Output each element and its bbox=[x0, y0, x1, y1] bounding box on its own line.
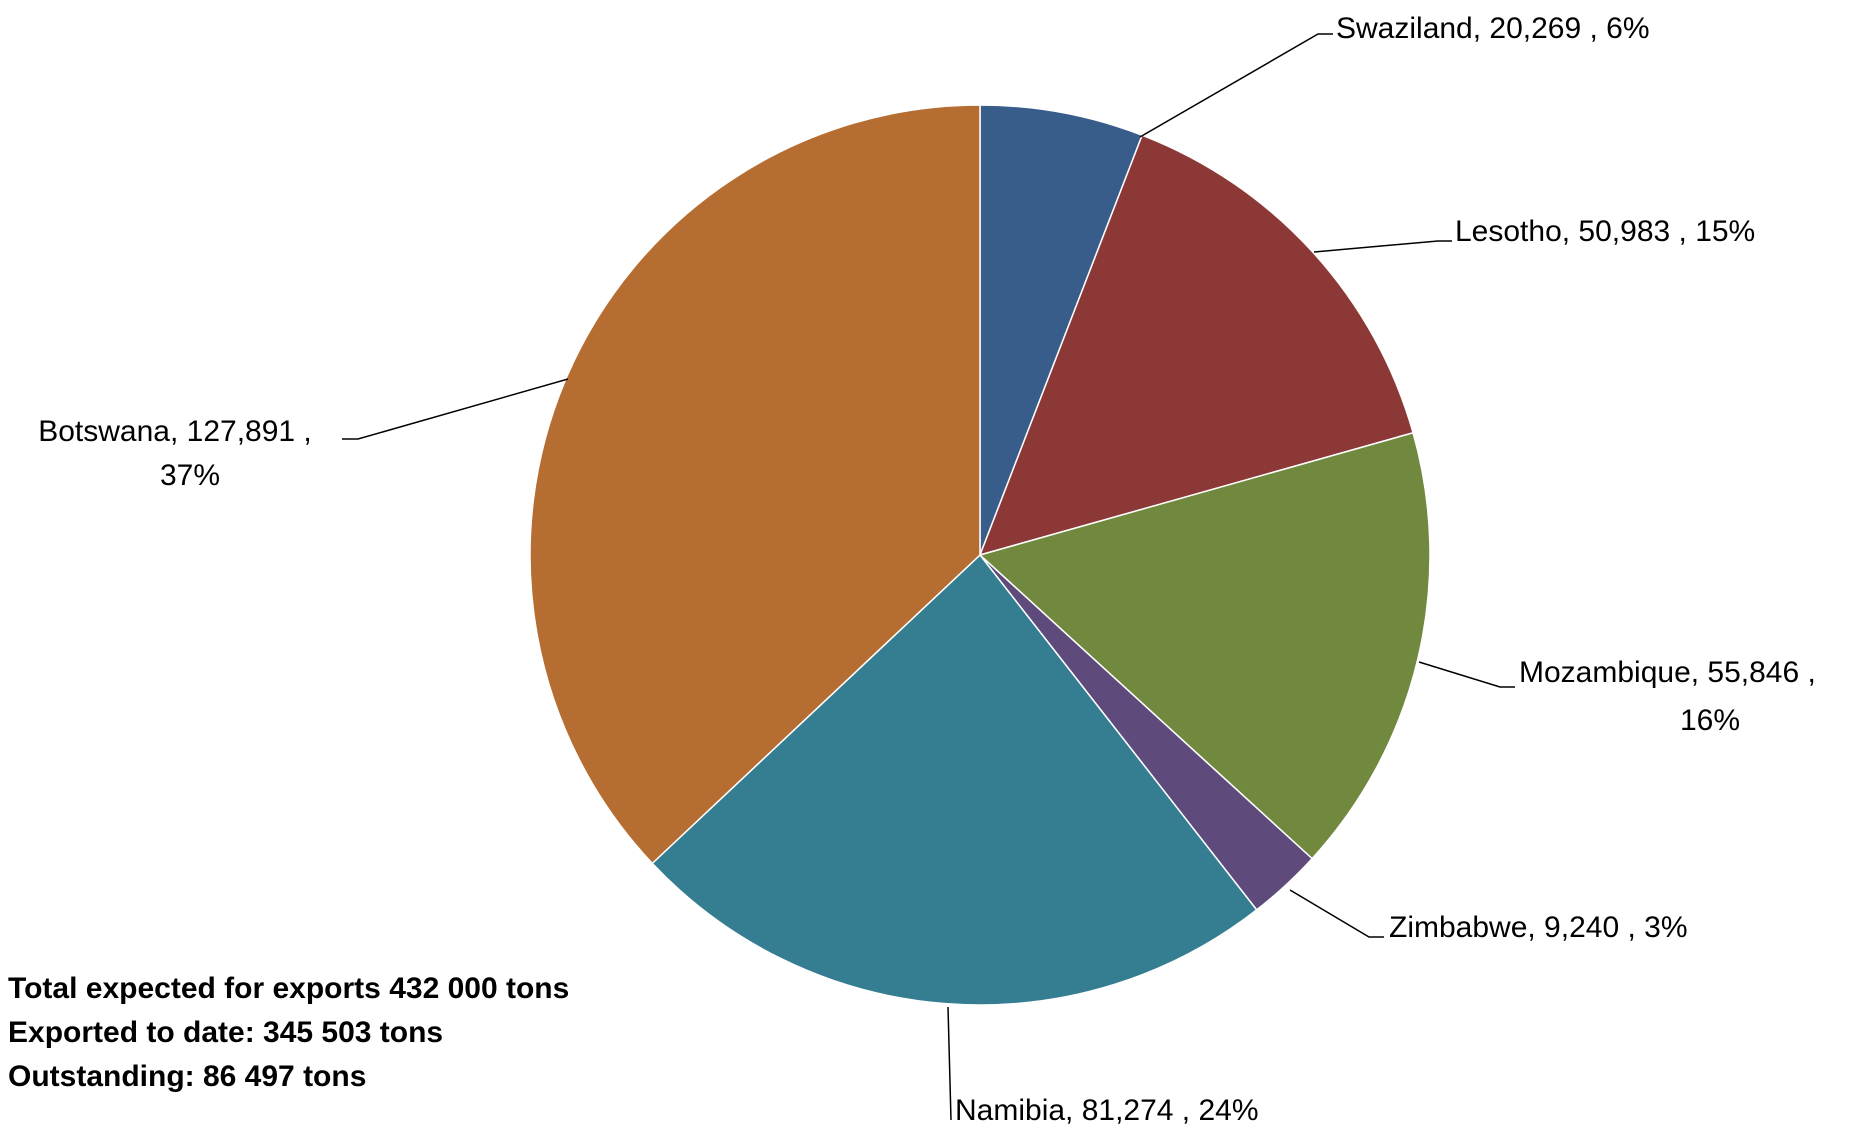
data-label-namibia: Namibia, 81,274 , 24% bbox=[955, 1094, 1259, 1125]
data-label-botswana-percent: 37% bbox=[160, 459, 220, 492]
pie-slices bbox=[529, 104, 1431, 1006]
data-labels: Swaziland, 20,269 , 6% Lesotho, 50,983 , … bbox=[38, 12, 1816, 1125]
pie-slice-lesotho bbox=[978, 134, 1415, 557]
leader-line-mozambique bbox=[1418, 661, 1515, 688]
data-label-mozambique-percent: 16% bbox=[1680, 704, 1740, 737]
exported-to-date-note: Exported to date: 345 503 tons bbox=[8, 1016, 444, 1049]
data-label-botswana: Botswana, 127,891 , bbox=[38, 415, 312, 448]
total-expected-note: Total expected for exports 432 000 tons bbox=[8, 972, 570, 1005]
leader-line-swaziland bbox=[1139, 33, 1333, 138]
outstanding-note: Outstanding: 86 497 tons bbox=[8, 1060, 367, 1093]
leader-lines bbox=[342, 33, 1515, 1121]
leader-line-lesotho bbox=[1313, 240, 1452, 253]
pie-slice-swaziland bbox=[979, 104, 1144, 556]
data-label-lesotho: Lesotho, 50,983 , 15% bbox=[1455, 215, 1755, 248]
leader-line-zimbabwe bbox=[1289, 889, 1384, 938]
data-label-mozambique: Mozambique, 55,846 , bbox=[1519, 656, 1816, 689]
pie-slice-botswana bbox=[529, 104, 981, 865]
pie-slice-mozambique bbox=[978, 431, 1431, 860]
data-label-swaziland: Swaziland, 20,269 , 6% bbox=[1336, 12, 1650, 45]
pie-slice-namibia bbox=[651, 553, 1258, 1006]
leader-line-namibia bbox=[947, 1006, 952, 1121]
leader-line-botswana bbox=[342, 378, 569, 440]
data-label-zimbabwe: Zimbabwe, 9,240 , 3% bbox=[1389, 911, 1688, 944]
